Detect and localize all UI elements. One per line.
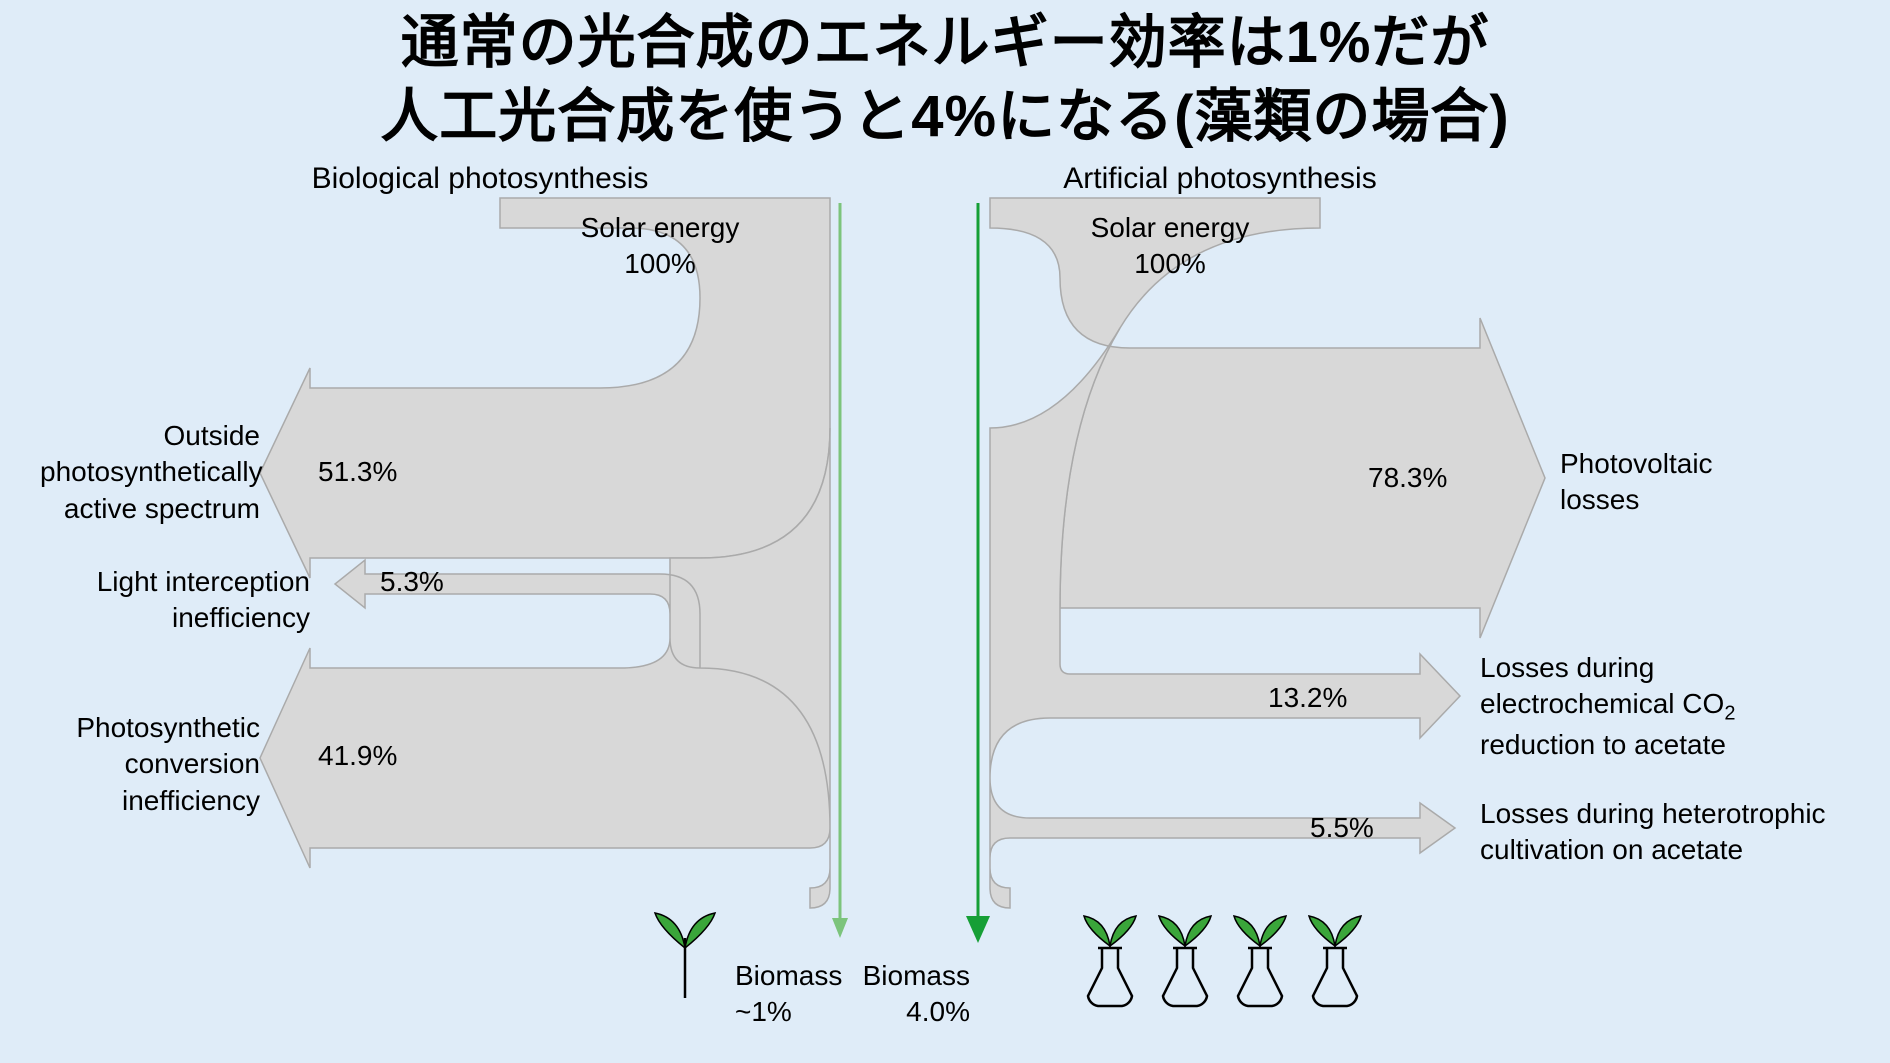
bio-header: Biological photosynthesis bbox=[280, 162, 680, 196]
art-loss1-label: Photovoltaiclosses bbox=[1560, 446, 1713, 519]
bio-loss1-label: Outsidephotosyntheticallyactive spectrum bbox=[40, 418, 260, 527]
bio-input-l2: 100% bbox=[624, 248, 696, 279]
bio-loss3-value: 41.9% bbox=[318, 740, 397, 772]
art-loss3-value: 5.5% bbox=[1310, 812, 1374, 844]
sankey-diagram: Biological photosynthesis Artificial pho… bbox=[0, 168, 1890, 1063]
bio-loss1-value: 51.3% bbox=[318, 456, 397, 488]
title-line-2: 人工光合成を使うと4%になる(藻類の場合) bbox=[380, 84, 1509, 149]
title-line-1: 通常の光合成のエネルギー効率は1%だが bbox=[401, 10, 1490, 75]
page-title: 通常の光合成のエネルギー効率は1%だが 人工光合成を使うと4%になる(藻類の場合… bbox=[0, 0, 1890, 154]
art-output-value: 4.0% bbox=[906, 996, 970, 1027]
bio-loss3-label: Photosyntheticconversioninefficiency bbox=[40, 710, 260, 819]
bio-loss2-value: 5.3% bbox=[380, 566, 444, 598]
bio-input-l1: Solar energy bbox=[581, 212, 740, 243]
bio-output: Biomass ~1% bbox=[735, 958, 842, 1031]
art-input-l2: 100% bbox=[1134, 248, 1206, 279]
bio-output-value: ~1% bbox=[735, 996, 792, 1027]
art-output: Biomass 4.0% bbox=[850, 958, 970, 1031]
art-input-l1: Solar energy bbox=[1091, 212, 1250, 243]
flask-icons bbox=[1084, 916, 1361, 1006]
plant-icon bbox=[655, 913, 715, 998]
bio-output-label: Biomass bbox=[735, 960, 842, 991]
art-loss2-value: 13.2% bbox=[1268, 682, 1347, 714]
art-output-arrow-head bbox=[966, 916, 990, 943]
art-output-label: Biomass bbox=[863, 960, 970, 991]
bio-input: Solar energy 100% bbox=[530, 210, 790, 283]
art-loss2-label: Losses duringelectrochemical CO2reductio… bbox=[1480, 650, 1735, 763]
bio-loss2-label: Light interceptioninefficiency bbox=[60, 564, 310, 637]
art-header: Artificial photosynthesis bbox=[1020, 162, 1420, 196]
art-input: Solar energy 100% bbox=[1040, 210, 1300, 283]
bio-output-arrow-head bbox=[832, 918, 848, 938]
art-loss3-label: Losses during heterotrophiccultivation o… bbox=[1480, 796, 1826, 869]
art-loss1-value: 78.3% bbox=[1368, 462, 1447, 494]
